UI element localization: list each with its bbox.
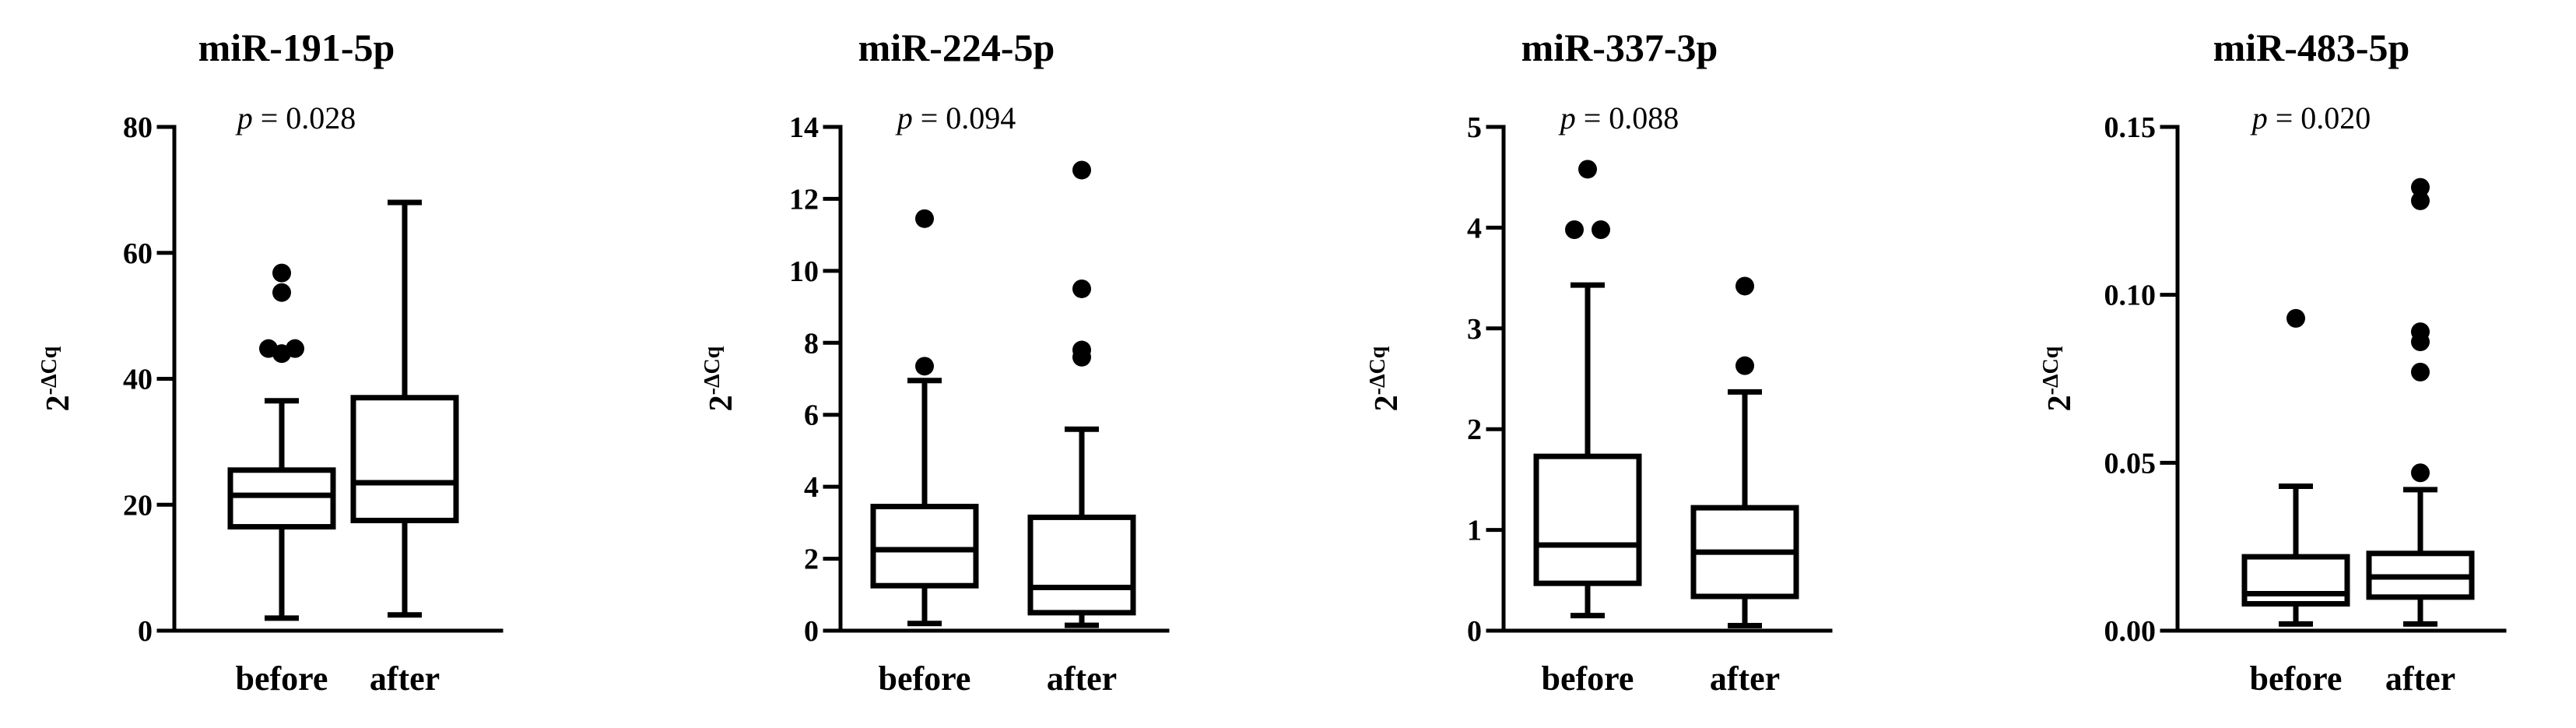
- x-category-label: after: [2385, 659, 2455, 698]
- outlier-point: [1565, 220, 1584, 239]
- y-tick-label: 20: [123, 489, 153, 522]
- y-tick-label: 0.05: [2104, 447, 2157, 480]
- box-after: [1690, 276, 1799, 629]
- y-tick-label: 0: [804, 615, 819, 648]
- y-tick-label: 80: [123, 111, 153, 144]
- chart-panel-4: miR-483-5p p = 0.020 2-ΔCq 0.00 0.05 0.10 0.15…: [2039, 26, 2507, 698]
- outlier-point: [915, 357, 934, 376]
- y-tick-label: 4: [1467, 212, 1482, 244]
- outlier-point: [2411, 463, 2430, 483]
- box-iqr: [1533, 453, 1642, 586]
- box-iqr: [350, 395, 459, 523]
- y-tick-label: 6: [804, 399, 819, 432]
- p-value-label: p = 0.020: [2250, 100, 2371, 135]
- y-axis-label: 2-ΔCq: [2039, 346, 2078, 411]
- x-category-label: after: [370, 659, 440, 698]
- outlier-point: [272, 283, 291, 302]
- chart-title: miR-483-5p: [2213, 26, 2410, 69]
- outlier-point: [1578, 160, 1597, 179]
- y-tick-label: 2: [1467, 413, 1482, 446]
- outlier-point: [1072, 340, 1091, 360]
- outlier-point: [1735, 356, 1754, 375]
- box-after: [1027, 160, 1136, 628]
- y-tick-label: 60: [123, 237, 153, 270]
- x-category-label: after: [1047, 659, 1117, 698]
- box-iqr: [1027, 514, 1136, 616]
- y-tick-label: 0.00: [2104, 615, 2157, 648]
- chart-title: miR-191-5p: [198, 26, 395, 69]
- y-tick-label: 14: [789, 111, 819, 144]
- outlier-point: [2411, 178, 2430, 197]
- x-category-label: before: [236, 659, 328, 698]
- outlier-point: [2411, 362, 2430, 382]
- box-iqr: [870, 504, 979, 589]
- x-category-label: before: [1542, 659, 1634, 698]
- y-axis-label: 2-ΔCq: [700, 346, 739, 411]
- box-before: [870, 209, 979, 627]
- p-value-label: p = 0.094: [895, 100, 1016, 135]
- box-iqr: [2241, 554, 2350, 607]
- box-before: [1533, 160, 1642, 619]
- box-before: [227, 263, 336, 621]
- box-after: [350, 199, 459, 618]
- p-value-label: p = 0.088: [1558, 100, 1679, 135]
- outlier-point: [1592, 220, 1610, 239]
- outlier-point: [272, 263, 291, 283]
- x-category-label: before: [879, 659, 971, 698]
- outlier-point: [915, 209, 934, 228]
- box-before: [2241, 308, 2350, 627]
- y-tick-label: 0: [138, 615, 153, 648]
- y-tick-label: 12: [789, 183, 819, 216]
- outlier-point: [2286, 308, 2305, 328]
- chart-title: miR-224-5p: [858, 26, 1055, 69]
- chart-panel-3: miR-337-3p p = 0.088 2-ΔCq 0 1 2 3 4 5 before afte…: [1366, 26, 1833, 698]
- outlier-point: [2411, 191, 2430, 210]
- chart-panel-2: miR-224-5p p = 0.094 2-ΔCq 0 2 4 6 8 10 12 14 befor…: [700, 26, 1170, 698]
- box-iqr: [227, 467, 336, 530]
- y-tick-label: 0.15: [2104, 111, 2157, 144]
- y-tick-label: 5: [1467, 111, 1482, 144]
- y-tick-label: 40: [123, 364, 153, 396]
- y-axis-label: 2-ΔCq: [1366, 346, 1405, 411]
- x-category-label: after: [1710, 659, 1780, 698]
- y-tick-label: 4: [804, 471, 819, 504]
- outlier-point: [286, 339, 304, 358]
- outlier-point: [1735, 276, 1754, 296]
- outlier-point: [2411, 322, 2430, 342]
- y-tick-label: 8: [804, 327, 819, 360]
- y-tick-label: 0.10: [2104, 280, 2157, 312]
- y-tick-label: 2: [804, 543, 819, 576]
- y-tick-label: 3: [1467, 313, 1482, 346]
- y-tick-label: 0: [1467, 615, 1482, 648]
- outlier-point: [259, 339, 278, 358]
- y-tick-label: 1: [1467, 515, 1482, 547]
- box-after: [2366, 178, 2475, 627]
- y-axis-label: 2-ΔCq: [37, 346, 76, 411]
- y-tick-label: 10: [789, 255, 819, 288]
- outlier-point: [1072, 160, 1091, 180]
- p-value-label: p = 0.028: [235, 100, 356, 135]
- x-category-label: before: [2250, 659, 2343, 698]
- chart-panel-1: miR-191-5p p = 0.028 2-ΔCq 0 20 40 60 80 before a…: [37, 26, 504, 698]
- outlier-point: [1072, 279, 1091, 298]
- chart-title: miR-337-3p: [1521, 26, 1718, 69]
